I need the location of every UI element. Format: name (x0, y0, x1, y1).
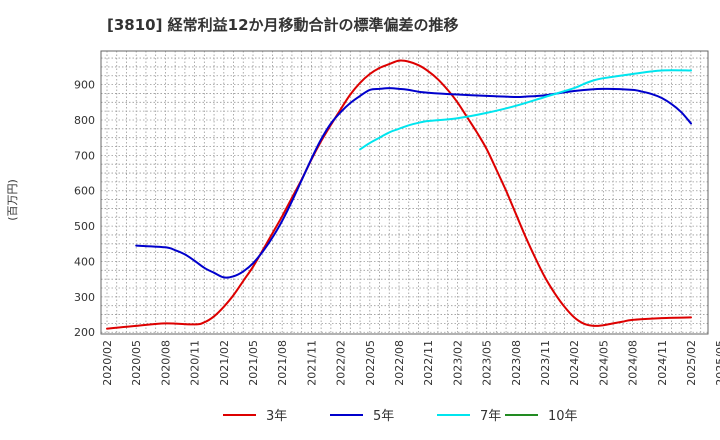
x-tick-label: 2023/02 (451, 340, 464, 386)
y-axis-label: (百万円) (6, 179, 19, 221)
y-tick-label: 900 (74, 79, 95, 92)
x-tick-label: 2020/02 (101, 340, 114, 386)
legend-label-3年: 3年 (266, 409, 287, 424)
x-tick-label: 2021/02 (218, 340, 231, 386)
series-line-3年 (106, 59, 692, 330)
legend-label-7年: 7年 (480, 409, 501, 424)
x-axis-ticks: 2020/02 2020/05 2020/08 2020/11 2021/02 2021/… (101, 340, 720, 386)
x-tick-label: 2024/05 (597, 340, 610, 386)
x-tick-label: 2025/05 (714, 340, 720, 386)
y-tick-label: 200 (74, 326, 95, 339)
legend: 3年 5年 7年 10年 (223, 409, 578, 424)
y-tick-label: 500 (74, 220, 95, 233)
plot-area-frame (100, 50, 709, 335)
legend-label-10年: 10年 (548, 409, 578, 424)
x-tick-label: 2020/08 (159, 340, 172, 386)
x-tick-label: 2025/02 (685, 340, 698, 386)
y-tick-label: 400 (74, 255, 95, 268)
x-tick-label: 2024/08 (627, 340, 640, 386)
series-lines (106, 59, 692, 330)
x-tick-label: 2022/08 (393, 340, 406, 386)
x-tick-label: 2023/11 (539, 340, 552, 386)
y-tick-label: 700 (74, 149, 95, 162)
x-tick-label: 2024/02 (568, 340, 581, 386)
chart-title: [3810] 経常利益12か月移動合計の標準偏差の推移 (107, 16, 459, 34)
x-tick-label: 2022/05 (364, 340, 377, 386)
y-axis-ticks: 200 300 400 500 600 700 800 900 (74, 79, 95, 340)
legend-label-5年: 5年 (373, 409, 394, 424)
series-line-7年 (359, 69, 692, 151)
series-line-5年 (135, 87, 692, 279)
y-tick-label: 600 (74, 185, 95, 198)
x-tick-label: 2021/08 (276, 340, 289, 386)
y-tick-label: 800 (74, 114, 95, 127)
x-tick-label: 2021/05 (247, 340, 260, 386)
x-tick-label: 2022/02 (335, 340, 348, 386)
x-tick-label: 2023/05 (481, 340, 494, 386)
x-tick-label: 2020/11 (189, 340, 202, 386)
x-tick-label: 2024/11 (656, 340, 669, 386)
x-tick-label: 2022/11 (422, 340, 435, 386)
x-tick-label: 2023/08 (510, 340, 523, 386)
grid-lines (101, 51, 708, 334)
x-tick-label: 2020/05 (130, 340, 143, 386)
x-tick-label: 2021/11 (305, 340, 318, 386)
y-tick-label: 300 (74, 291, 95, 304)
